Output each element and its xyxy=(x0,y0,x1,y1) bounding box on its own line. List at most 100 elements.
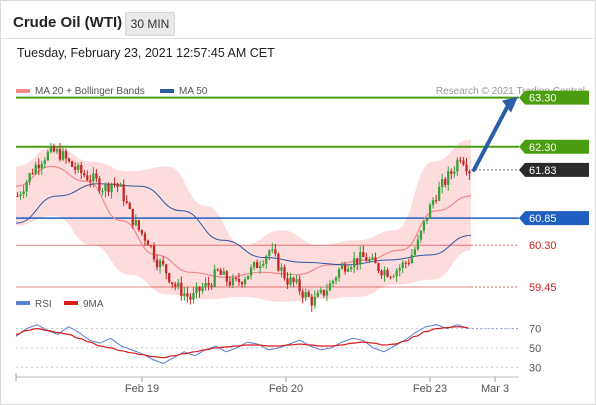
rsi-9ma-line xyxy=(15,326,469,359)
candle-body xyxy=(25,181,28,192)
projection-arrow xyxy=(472,96,518,172)
rsi-panel: 70 50 30 xyxy=(15,324,541,374)
candle-body xyxy=(289,277,292,285)
candle-body xyxy=(186,293,189,297)
candle-body xyxy=(356,258,359,265)
candle-body xyxy=(225,271,228,282)
x-axis: Feb 19 Feb 20 Feb 23 Mar 3 xyxy=(15,373,509,395)
candle-body xyxy=(73,166,77,170)
legend-label-9ma: 9MA xyxy=(83,299,104,310)
candle-body xyxy=(46,151,50,161)
candle-body xyxy=(16,196,19,197)
ma50-line xyxy=(15,183,472,266)
candle-body xyxy=(143,233,147,241)
candle-body xyxy=(265,256,268,264)
rsi-tick-label: 70 xyxy=(529,324,541,336)
legend-swatch-ma50 xyxy=(160,89,174,93)
candle-body xyxy=(334,277,338,281)
projection-arrow-shaft xyxy=(472,103,510,172)
resistance-tag-1 xyxy=(519,139,589,154)
candle-body xyxy=(450,171,453,174)
candle-body xyxy=(383,269,386,276)
research-credit: Research © 2021 Trading Central xyxy=(436,86,585,97)
candle-body xyxy=(210,285,213,287)
timeframe-button[interactable]: 30 MIN xyxy=(125,12,175,36)
candle-body xyxy=(219,270,222,275)
candle-body xyxy=(437,186,441,201)
candle-body xyxy=(392,276,395,278)
candle-body xyxy=(465,164,468,172)
candle-body xyxy=(425,218,429,221)
candle-body xyxy=(171,282,174,285)
legend-swatch-rsi xyxy=(16,301,30,305)
candle-body xyxy=(468,171,471,174)
candle-body xyxy=(19,194,22,197)
candle-body xyxy=(434,200,438,202)
candle-body xyxy=(83,173,86,176)
candle-body xyxy=(146,240,150,246)
candle-body xyxy=(331,280,335,284)
candle-body xyxy=(55,149,59,152)
candle-body xyxy=(49,145,53,152)
candle-body xyxy=(180,282,183,297)
candle-body xyxy=(307,292,310,297)
x-tick-label: Feb 23 xyxy=(413,383,447,395)
candle-body xyxy=(353,258,356,268)
legend-label-ma50: MA 50 xyxy=(179,86,208,97)
candle-body xyxy=(259,265,262,268)
candle-body xyxy=(255,262,259,268)
candle-body xyxy=(431,200,435,205)
candle-body xyxy=(325,290,329,296)
candle-body xyxy=(277,253,280,271)
candle-body xyxy=(22,191,25,195)
x-tick-label: Feb 19 xyxy=(125,383,159,395)
resistance-label-0: 63.30 xyxy=(529,93,557,105)
candle-body xyxy=(64,151,68,159)
candle-body xyxy=(152,245,156,260)
candle-body xyxy=(149,245,153,247)
candle-body xyxy=(61,151,65,160)
candle-body xyxy=(34,164,37,174)
candle-body xyxy=(67,158,71,162)
support-label-4: 60.30 xyxy=(529,240,557,252)
candle-body xyxy=(192,292,195,300)
pivot-tag-3 xyxy=(519,211,589,226)
current-price-tag xyxy=(519,162,589,177)
projection-arrow-head xyxy=(502,96,518,113)
candle-body xyxy=(231,277,235,286)
candle-body xyxy=(447,171,450,185)
candle-body xyxy=(70,161,74,167)
candle-body xyxy=(407,262,410,264)
candle-body xyxy=(246,275,250,280)
bollinger-band-area xyxy=(16,139,471,302)
candle-body xyxy=(389,276,392,278)
rsi-line xyxy=(15,324,469,364)
candle-body xyxy=(113,183,116,185)
candle-body xyxy=(283,267,286,279)
candle-body xyxy=(271,249,274,251)
candle-body xyxy=(89,180,92,182)
candle-body xyxy=(237,279,241,283)
candle-body xyxy=(350,267,353,270)
bollinger-band xyxy=(16,139,471,302)
candle-body xyxy=(204,282,207,288)
candle-body xyxy=(337,268,341,278)
legend-label-rsi: RSI xyxy=(35,299,52,310)
resistance-label-1: 62.30 xyxy=(529,142,557,154)
legend-label-ma20: MA 20 + Bollinger Bands xyxy=(35,86,145,97)
candle-body xyxy=(198,286,201,291)
level-labels: 63.30 62.30 61.83 60.85 60.30 59.45 xyxy=(519,90,589,294)
candle-body xyxy=(240,282,244,285)
price-levels xyxy=(16,96,519,288)
candle-body xyxy=(286,278,289,285)
candle-body xyxy=(359,252,362,265)
candle-body xyxy=(77,164,80,170)
candle-body xyxy=(177,282,180,287)
candle-body xyxy=(377,263,380,271)
candle-body xyxy=(222,271,225,275)
candle-body xyxy=(362,252,365,258)
candle-body xyxy=(37,164,40,169)
candle-body xyxy=(453,171,456,174)
candle-body xyxy=(164,264,168,274)
candle-body xyxy=(161,260,165,265)
